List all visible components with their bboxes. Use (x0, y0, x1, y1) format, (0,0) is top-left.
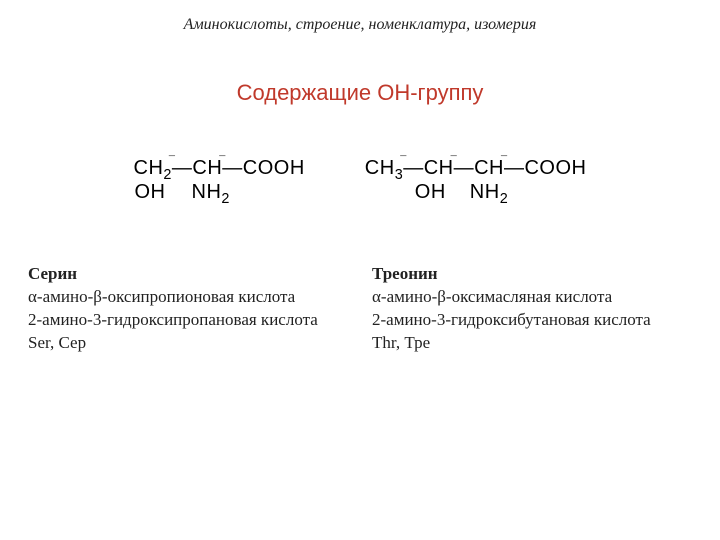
frag: CH (192, 157, 222, 179)
threonine-row2: OH NH2 (365, 182, 587, 206)
frag: CH (134, 157, 164, 179)
serine-row1: CH2¯—CH¯—COOH (134, 158, 305, 182)
alpha: α (28, 287, 37, 306)
txt: -амино- (381, 287, 437, 306)
frag: CH (424, 157, 454, 179)
serine-desc: Серин α-амино-β-оксипропионовая кислота … (28, 263, 348, 355)
serine-abbr: Ser, Сер (28, 332, 348, 355)
beta: β (93, 287, 102, 306)
sub: 2 (500, 191, 509, 207)
slide-topic: Аминокислоты, строение, номенклатура, из… (28, 16, 692, 34)
threonine-row1: CH3¯—CH¯—CH¯—COOH (365, 158, 587, 182)
alpha: α (372, 287, 381, 306)
sub: 2 (221, 191, 230, 207)
serine-row2: OH NH2 (134, 182, 305, 206)
txt: -оксипропионовая кислота (102, 287, 295, 306)
frag: COOH (243, 157, 305, 179)
serine-name: Серин (28, 263, 348, 286)
serine-systematic-2: 2-амино-3-гидроксипропановая кислота (28, 309, 348, 332)
descriptions-row: Серин α-амино-β-оксипропионовая кислота … (28, 263, 692, 355)
threonine-systematic-2: 2-амино-3-гидроксибутановая кислота (372, 309, 692, 332)
frag: OH (415, 181, 446, 203)
threonine-structure: CH3¯—CH¯—CH¯—COOH OH NH2 (365, 158, 587, 207)
beta: β (437, 287, 446, 306)
frag: OH (135, 181, 166, 203)
slide: Аминокислоты, строение, номенклатура, из… (0, 0, 720, 540)
serine-structure: CH2¯—CH¯—COOH OH NH2 (134, 158, 305, 207)
frag: COOH (524, 157, 586, 179)
serine-systematic-1: α-амино-β-оксипропионовая кислота (28, 286, 348, 309)
structures-row: CH2¯—CH¯—COOH OHNH2 CH3¯—CH¯—CH¯—COOH OH… (28, 158, 692, 207)
sub: 3 (395, 167, 404, 183)
frag: NH (192, 181, 222, 203)
slide-subtitle: Содержащие ОН-группу (28, 80, 692, 106)
threonine-systematic-1: α-амино-β-оксимасляная кислота (372, 286, 692, 309)
frag: CH (474, 157, 504, 179)
txt: -оксимасляная кислота (446, 287, 612, 306)
threonine-desc: Треонин α-амино-β-оксимасляная кислота 2… (372, 263, 692, 355)
frag: CH (365, 157, 395, 179)
frag: NH (470, 181, 500, 203)
threonine-abbr: Thr, Тре (372, 332, 692, 355)
txt: -амино- (37, 287, 93, 306)
threonine-name: Треонин (372, 263, 692, 286)
